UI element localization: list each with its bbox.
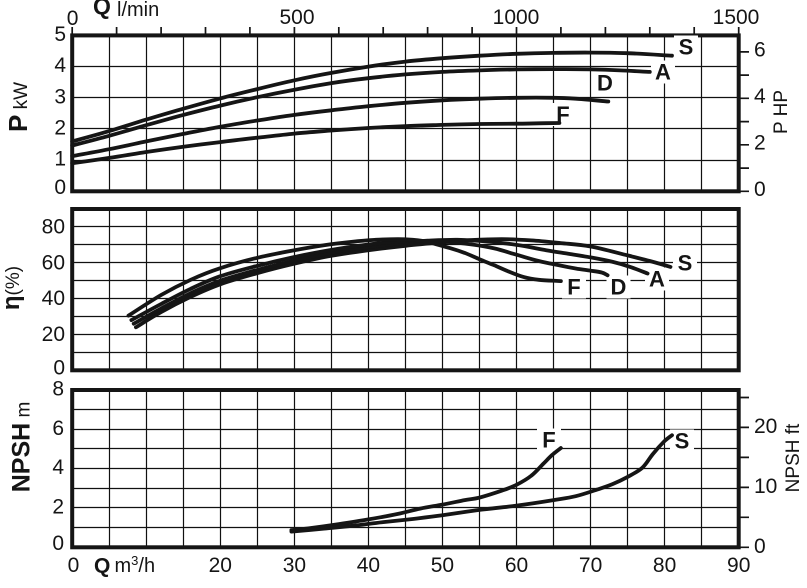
svg-text:l/min: l/min <box>117 0 159 21</box>
svg-text:5: 5 <box>54 23 66 46</box>
svg-text:60: 60 <box>505 554 528 577</box>
svg-text:P kW: P kW <box>3 82 33 132</box>
svg-text:NPSH ft: NPSH ft <box>783 423 804 492</box>
svg-text:F: F <box>542 428 555 453</box>
svg-text:4: 4 <box>52 456 64 479</box>
svg-text:20: 20 <box>42 323 65 346</box>
svg-text:0: 0 <box>54 176 66 199</box>
svg-text:500: 500 <box>279 6 314 29</box>
svg-text:D: D <box>597 71 613 96</box>
svg-text:D: D <box>611 275 627 300</box>
svg-text:A: A <box>649 267 665 292</box>
svg-text:S: S <box>679 35 694 60</box>
svg-text:NPSH m: NPSH m <box>8 402 36 493</box>
svg-text:90: 90 <box>727 554 750 577</box>
svg-text:80: 80 <box>653 554 676 577</box>
svg-text:F: F <box>556 102 569 127</box>
svg-text:0: 0 <box>53 356 65 379</box>
svg-text:80: 80 <box>42 215 65 238</box>
svg-text:0: 0 <box>52 532 64 555</box>
svg-text:6: 6 <box>754 38 766 61</box>
svg-text:2: 2 <box>54 117 66 140</box>
svg-text:40: 40 <box>357 554 380 577</box>
svg-text:1000: 1000 <box>493 6 540 29</box>
svg-text:0: 0 <box>67 7 79 30</box>
svg-text:0: 0 <box>754 178 766 201</box>
svg-text:1500: 1500 <box>713 6 760 29</box>
svg-text:8: 8 <box>52 378 64 401</box>
svg-text:10: 10 <box>754 475 777 498</box>
svg-text:1: 1 <box>54 148 66 171</box>
svg-text:20: 20 <box>209 554 232 577</box>
svg-text:S: S <box>678 251 693 276</box>
svg-text:S: S <box>675 429 690 454</box>
svg-text:70: 70 <box>579 554 602 577</box>
svg-text:40: 40 <box>42 287 65 310</box>
svg-text:4: 4 <box>54 54 66 77</box>
svg-text:50: 50 <box>431 554 454 577</box>
svg-text:F: F <box>567 275 580 300</box>
svg-text:Q: Q <box>94 555 110 578</box>
svg-text:η(%): η(%) <box>0 266 25 310</box>
svg-text:Q: Q <box>93 0 111 19</box>
svg-text:6: 6 <box>52 417 64 440</box>
svg-text:30: 30 <box>283 554 306 577</box>
svg-text:A: A <box>655 60 671 85</box>
svg-text:m3/h: m3/h <box>115 553 156 577</box>
svg-text:4: 4 <box>754 85 766 108</box>
svg-text:2: 2 <box>754 131 766 154</box>
svg-text:0: 0 <box>754 535 766 558</box>
svg-text:20: 20 <box>754 415 777 438</box>
svg-text:P HP: P HP <box>771 90 792 134</box>
svg-text:60: 60 <box>42 251 65 274</box>
svg-text:0: 0 <box>68 554 80 577</box>
svg-text:3: 3 <box>54 85 66 108</box>
svg-text:2: 2 <box>52 496 64 519</box>
